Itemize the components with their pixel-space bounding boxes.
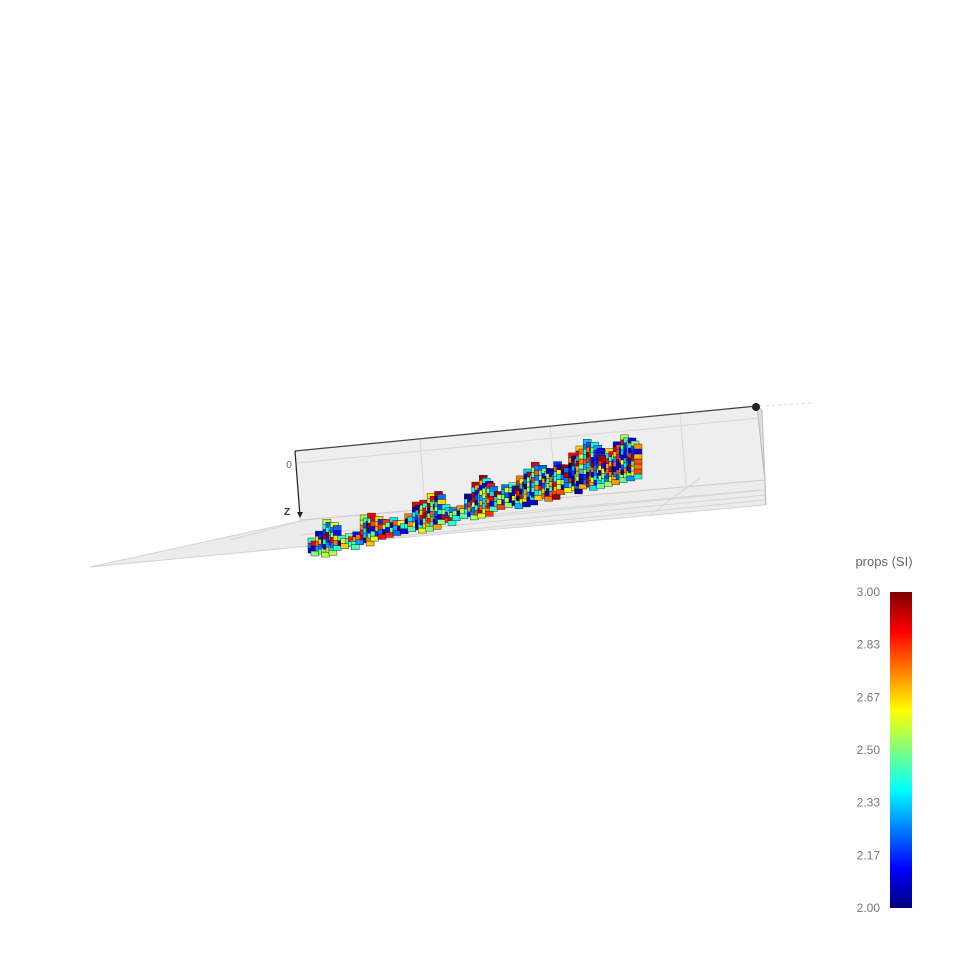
voxel-cell [611,479,620,485]
voxel-cell [437,494,446,500]
voxel-cell [447,520,457,526]
voxel-cell [470,514,479,521]
voxel-cell [522,501,531,508]
voxel-cell [496,504,506,510]
voxel-cell [578,483,588,490]
voxel-cell [370,535,379,542]
voxel-cell [328,550,338,556]
voxel-cell [633,443,643,450]
voxel-cell [489,486,498,492]
scene-3d[interactable]: 0 Z [89,402,813,568]
voxel-cell [407,526,416,532]
voxel-cell [529,499,538,506]
voxel-cell [477,512,486,519]
colorbar-tick-label: 2.67 [857,690,881,704]
z-axis-line [294,450,301,517]
voxel-cell [534,495,543,501]
colorbar-title: props (SI) [855,554,912,569]
voxel-cell [351,544,360,550]
voxel-cell [618,477,628,483]
voxel-cell [310,550,320,557]
voxel-cell [437,519,446,525]
voxel-cell [392,530,402,536]
voxel-cell [633,463,643,470]
voxel-cell [544,496,553,502]
voxel-cell [432,524,442,530]
z-axis-label: Z [284,507,290,518]
voxel-cell [333,525,342,531]
voxel-cell [596,483,605,489]
voxel-cell [633,468,643,475]
colorbar-tick-label: 2.33 [857,796,881,810]
colorbar: props (SI) 3.00 2.83 2.67 2.50 2.33 2.17 2.00 [855,554,912,915]
voxel-cell [556,489,565,495]
voxel-cell [425,525,434,532]
voxel-cell [340,543,349,549]
voxel-cell [385,532,394,538]
voxel-cell [633,453,643,460]
voxel-cell [504,502,513,508]
voxel-cell [551,494,561,500]
voxel-cell [333,530,342,536]
voxel-cell [574,488,583,495]
voxel-cell [321,551,330,558]
z-axis-arrow [297,512,303,518]
voxel-cell [589,485,598,491]
colorbar-tick-label: 3.00 [857,585,881,599]
voxel-cell [485,511,494,517]
voxel-cell [514,503,524,509]
voxel-cell [626,475,635,482]
voxel-cell [365,540,375,547]
voxel-cell [355,539,364,545]
voxel-cell [633,448,643,455]
colorbar-tick-label: 2.50 [857,743,881,757]
colorbar-ticks: 3.00 2.83 2.67 2.50 2.33 2.17 2.00 [857,585,881,915]
voxel-cell [400,528,409,534]
side-wall-plane [756,404,767,506]
voxel-cell [377,534,387,540]
colorbar-tick-label: 2.17 [857,848,881,862]
voxel-cell [604,481,613,487]
z-tick-label: 0 [286,460,292,471]
voxel-cell [459,513,468,519]
voxel-cell [333,545,342,551]
origin-marker [752,403,760,411]
voxel-cell [633,458,643,465]
top-edge [294,405,758,452]
voxel-cell [418,527,427,534]
colorbar-tick-label: 2.00 [857,901,881,915]
voxel-cell [437,499,446,505]
voxel-volume[interactable] [307,434,643,558]
colorbar-tick-label: 2.83 [857,638,881,652]
voxel-cell [452,515,461,521]
faint-axis-stub [759,402,813,407]
voxel-cell [633,473,643,480]
voxel-cell [563,487,573,493]
voxel-cell [489,506,498,512]
colorbar-ramp [890,592,912,908]
voxel-cell [596,448,605,454]
